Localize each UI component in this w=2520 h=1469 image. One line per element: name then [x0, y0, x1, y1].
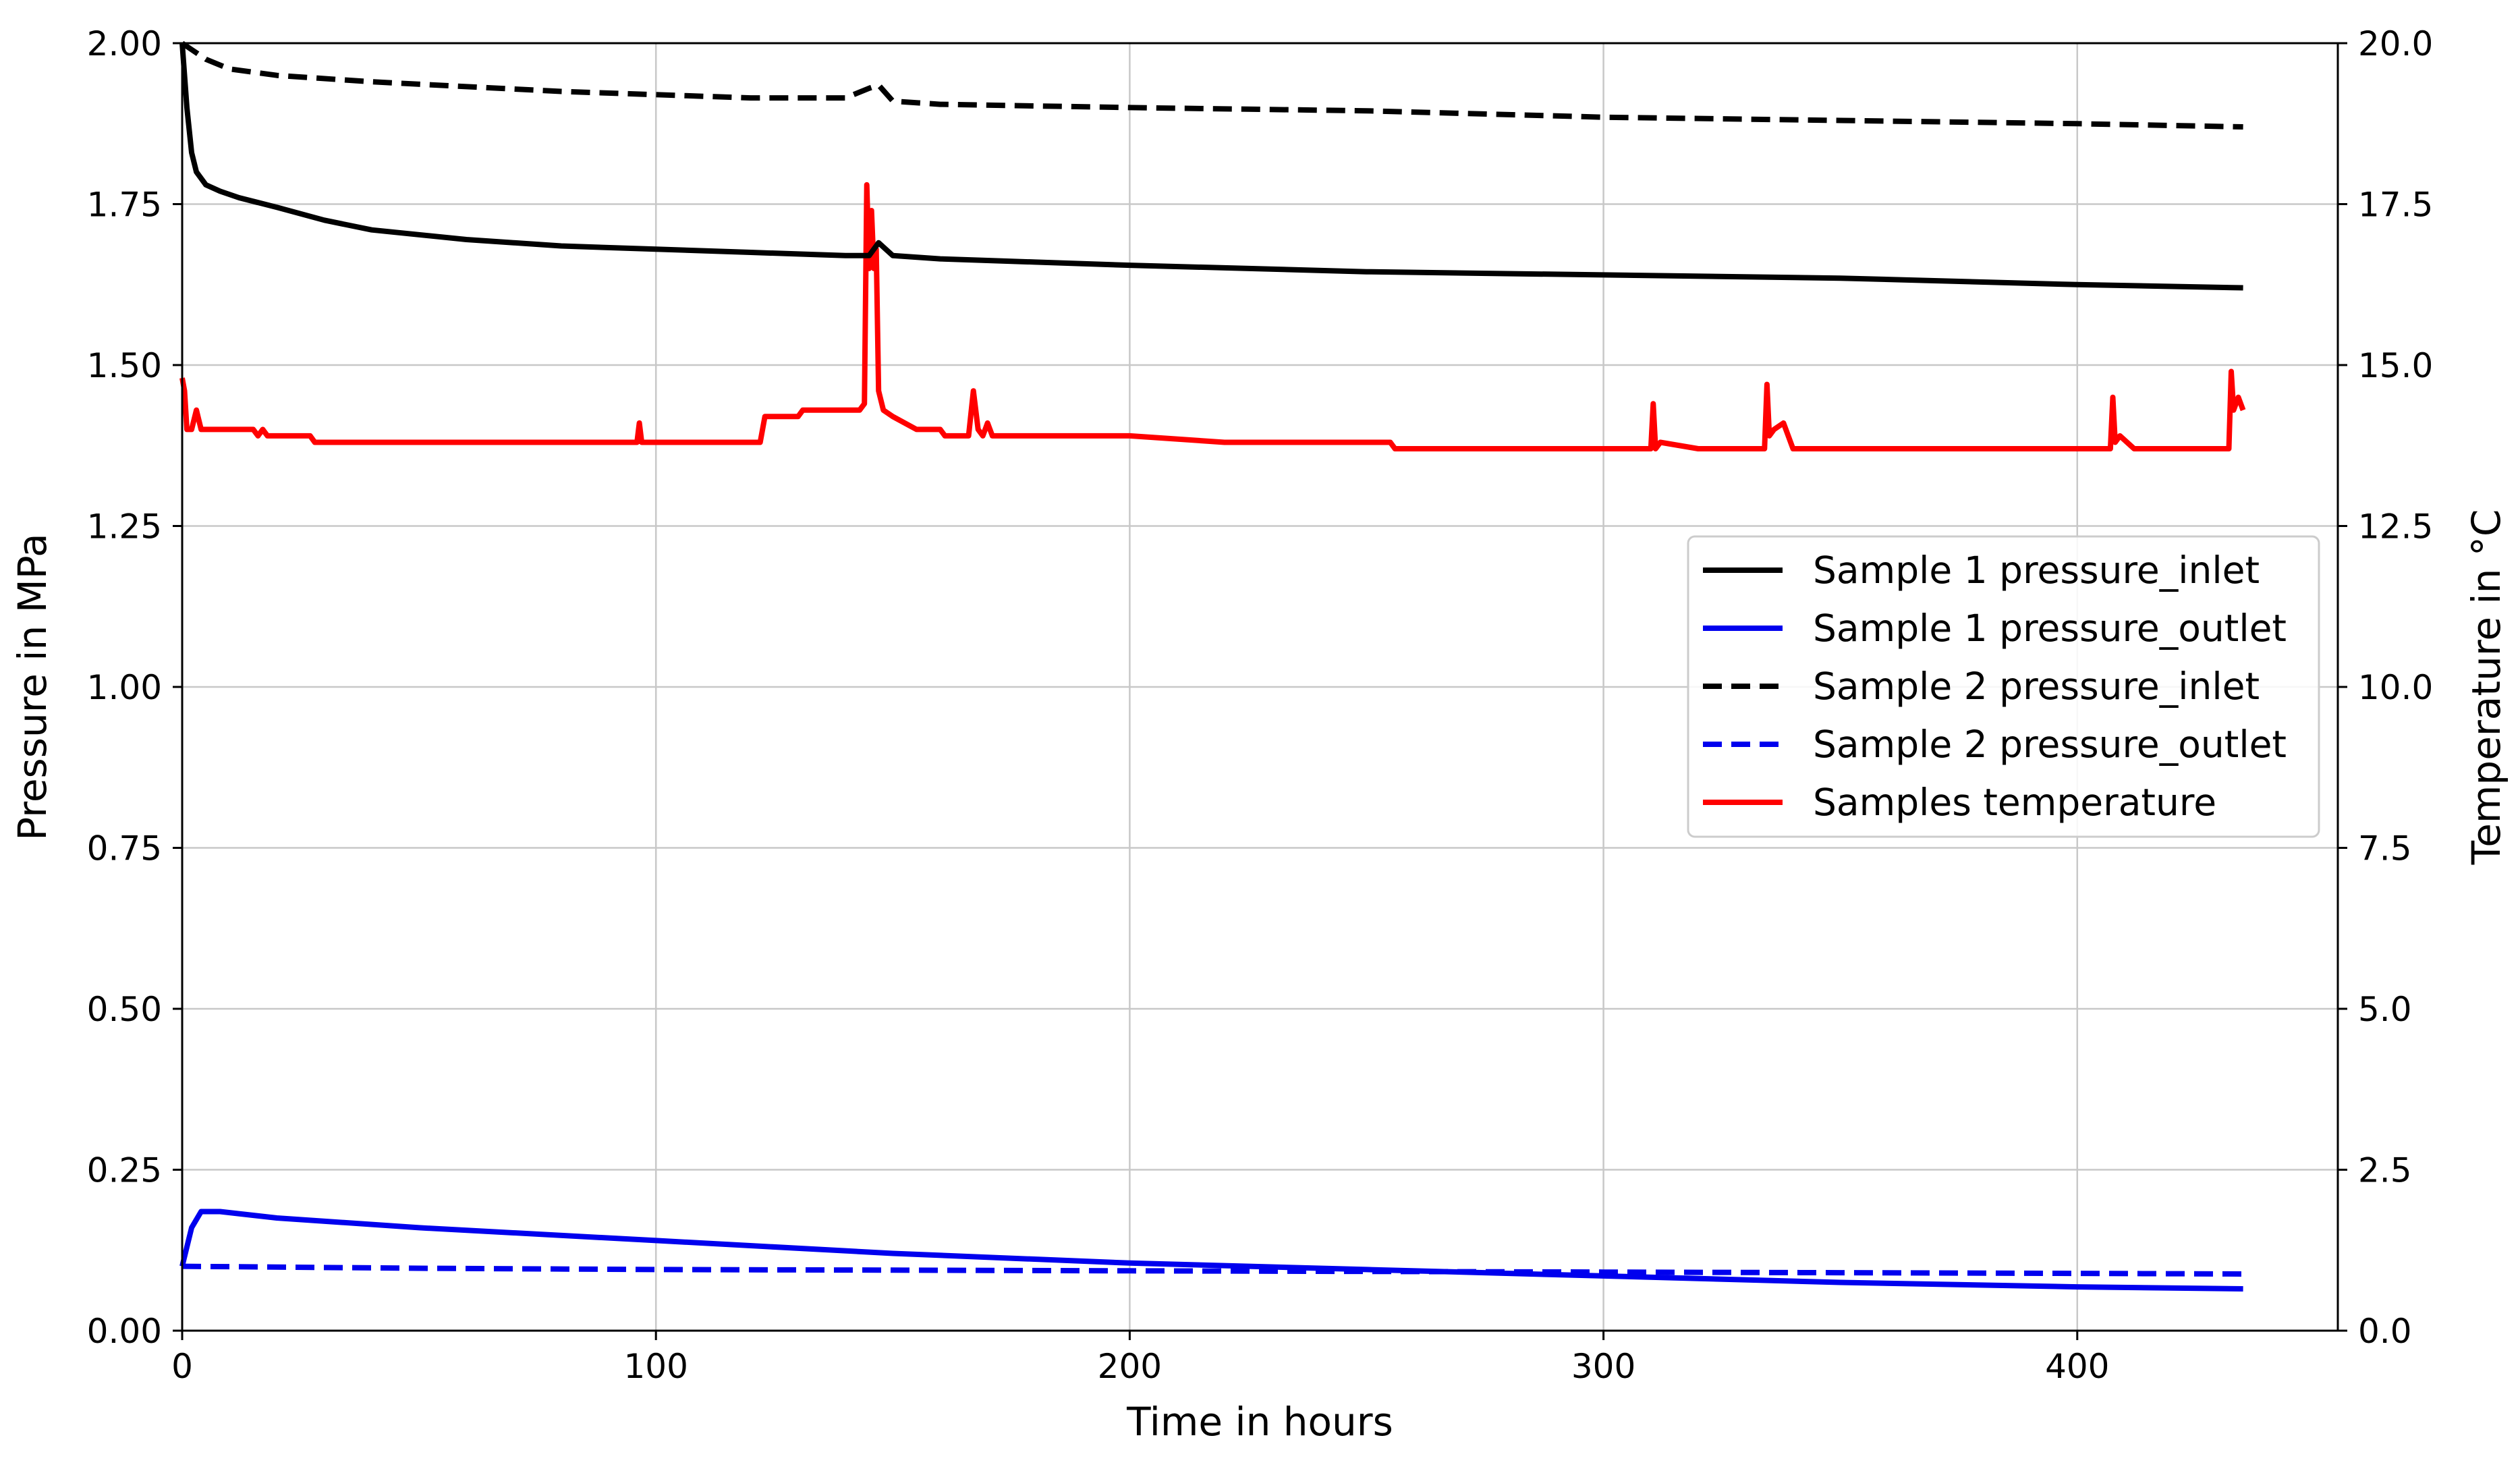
y2-tick-label: 15.0 — [2358, 346, 2433, 385]
series-line-5 — [179, 182, 2246, 451]
y2-tick-label: 17.5 — [2358, 186, 2433, 225]
y-tick-label: 0.50 — [87, 990, 162, 1029]
y2-tick-label: 7.5 — [2358, 829, 2412, 868]
legend-label: Sample 2 pressure_outlet — [1813, 723, 2287, 766]
y-tick-label: 0.00 — [87, 1312, 162, 1351]
y2-tick-label: 12.5 — [2358, 507, 2433, 547]
legend-label: Sample 2 pressure_inlet — [1813, 665, 2260, 708]
x-tick-label: 300 — [1571, 1347, 1635, 1386]
series-layer — [179, 40, 2246, 1292]
x-tick-label: 0 — [171, 1347, 193, 1386]
y2-tick-label: 0.0 — [2358, 1312, 2412, 1351]
y2-tick-label: 2.5 — [2358, 1151, 2412, 1190]
x-tick-label: 200 — [1098, 1347, 1162, 1386]
legend-label: Sample 1 pressure_inlet — [1813, 549, 2260, 592]
y-tick-label: 0.75 — [87, 829, 162, 868]
y2-tick-label: 10.0 — [2358, 668, 2433, 707]
y-tick-label: 2.00 — [87, 24, 162, 63]
y2-tick-label: 20.0 — [2358, 24, 2433, 63]
y-tick-label: 1.50 — [87, 346, 162, 385]
ticks-layer: 0 100 200 300 400 0.00 0.25 0.50 0.75 1.00 1.25 1.5… — [87, 24, 2434, 1386]
legend-label: Sample 1 pressure_outlet — [1813, 607, 2287, 650]
y-tick-label: 1.75 — [87, 186, 162, 225]
y2-tick-label: 5.0 — [2358, 990, 2412, 1029]
y-tick-label: 0.25 — [87, 1151, 162, 1190]
y-axis-title: Pressure in MPa — [9, 533, 55, 840]
y-tick-label: 1.00 — [87, 668, 162, 707]
legend-box — [1687, 535, 2320, 838]
legend: Sample 1 pressure_inlet Sample 1 pressure… — [1687, 535, 2320, 838]
x-tick-label: 400 — [2045, 1347, 2109, 1386]
x-axis-title: Time in hours — [1126, 1399, 1393, 1445]
series-line-2 — [179, 1209, 2243, 1292]
x-tick-label: 100 — [623, 1347, 688, 1386]
legend-label: Samples temperature — [1813, 781, 2216, 824]
series-line-4 — [181, 1263, 2243, 1277]
series-line-1 — [179, 43, 2243, 291]
y-tick-label: 1.25 — [87, 507, 162, 547]
series-line-3 — [180, 40, 2243, 130]
y2-axis-title: Temperature in °C — [2463, 509, 2509, 866]
